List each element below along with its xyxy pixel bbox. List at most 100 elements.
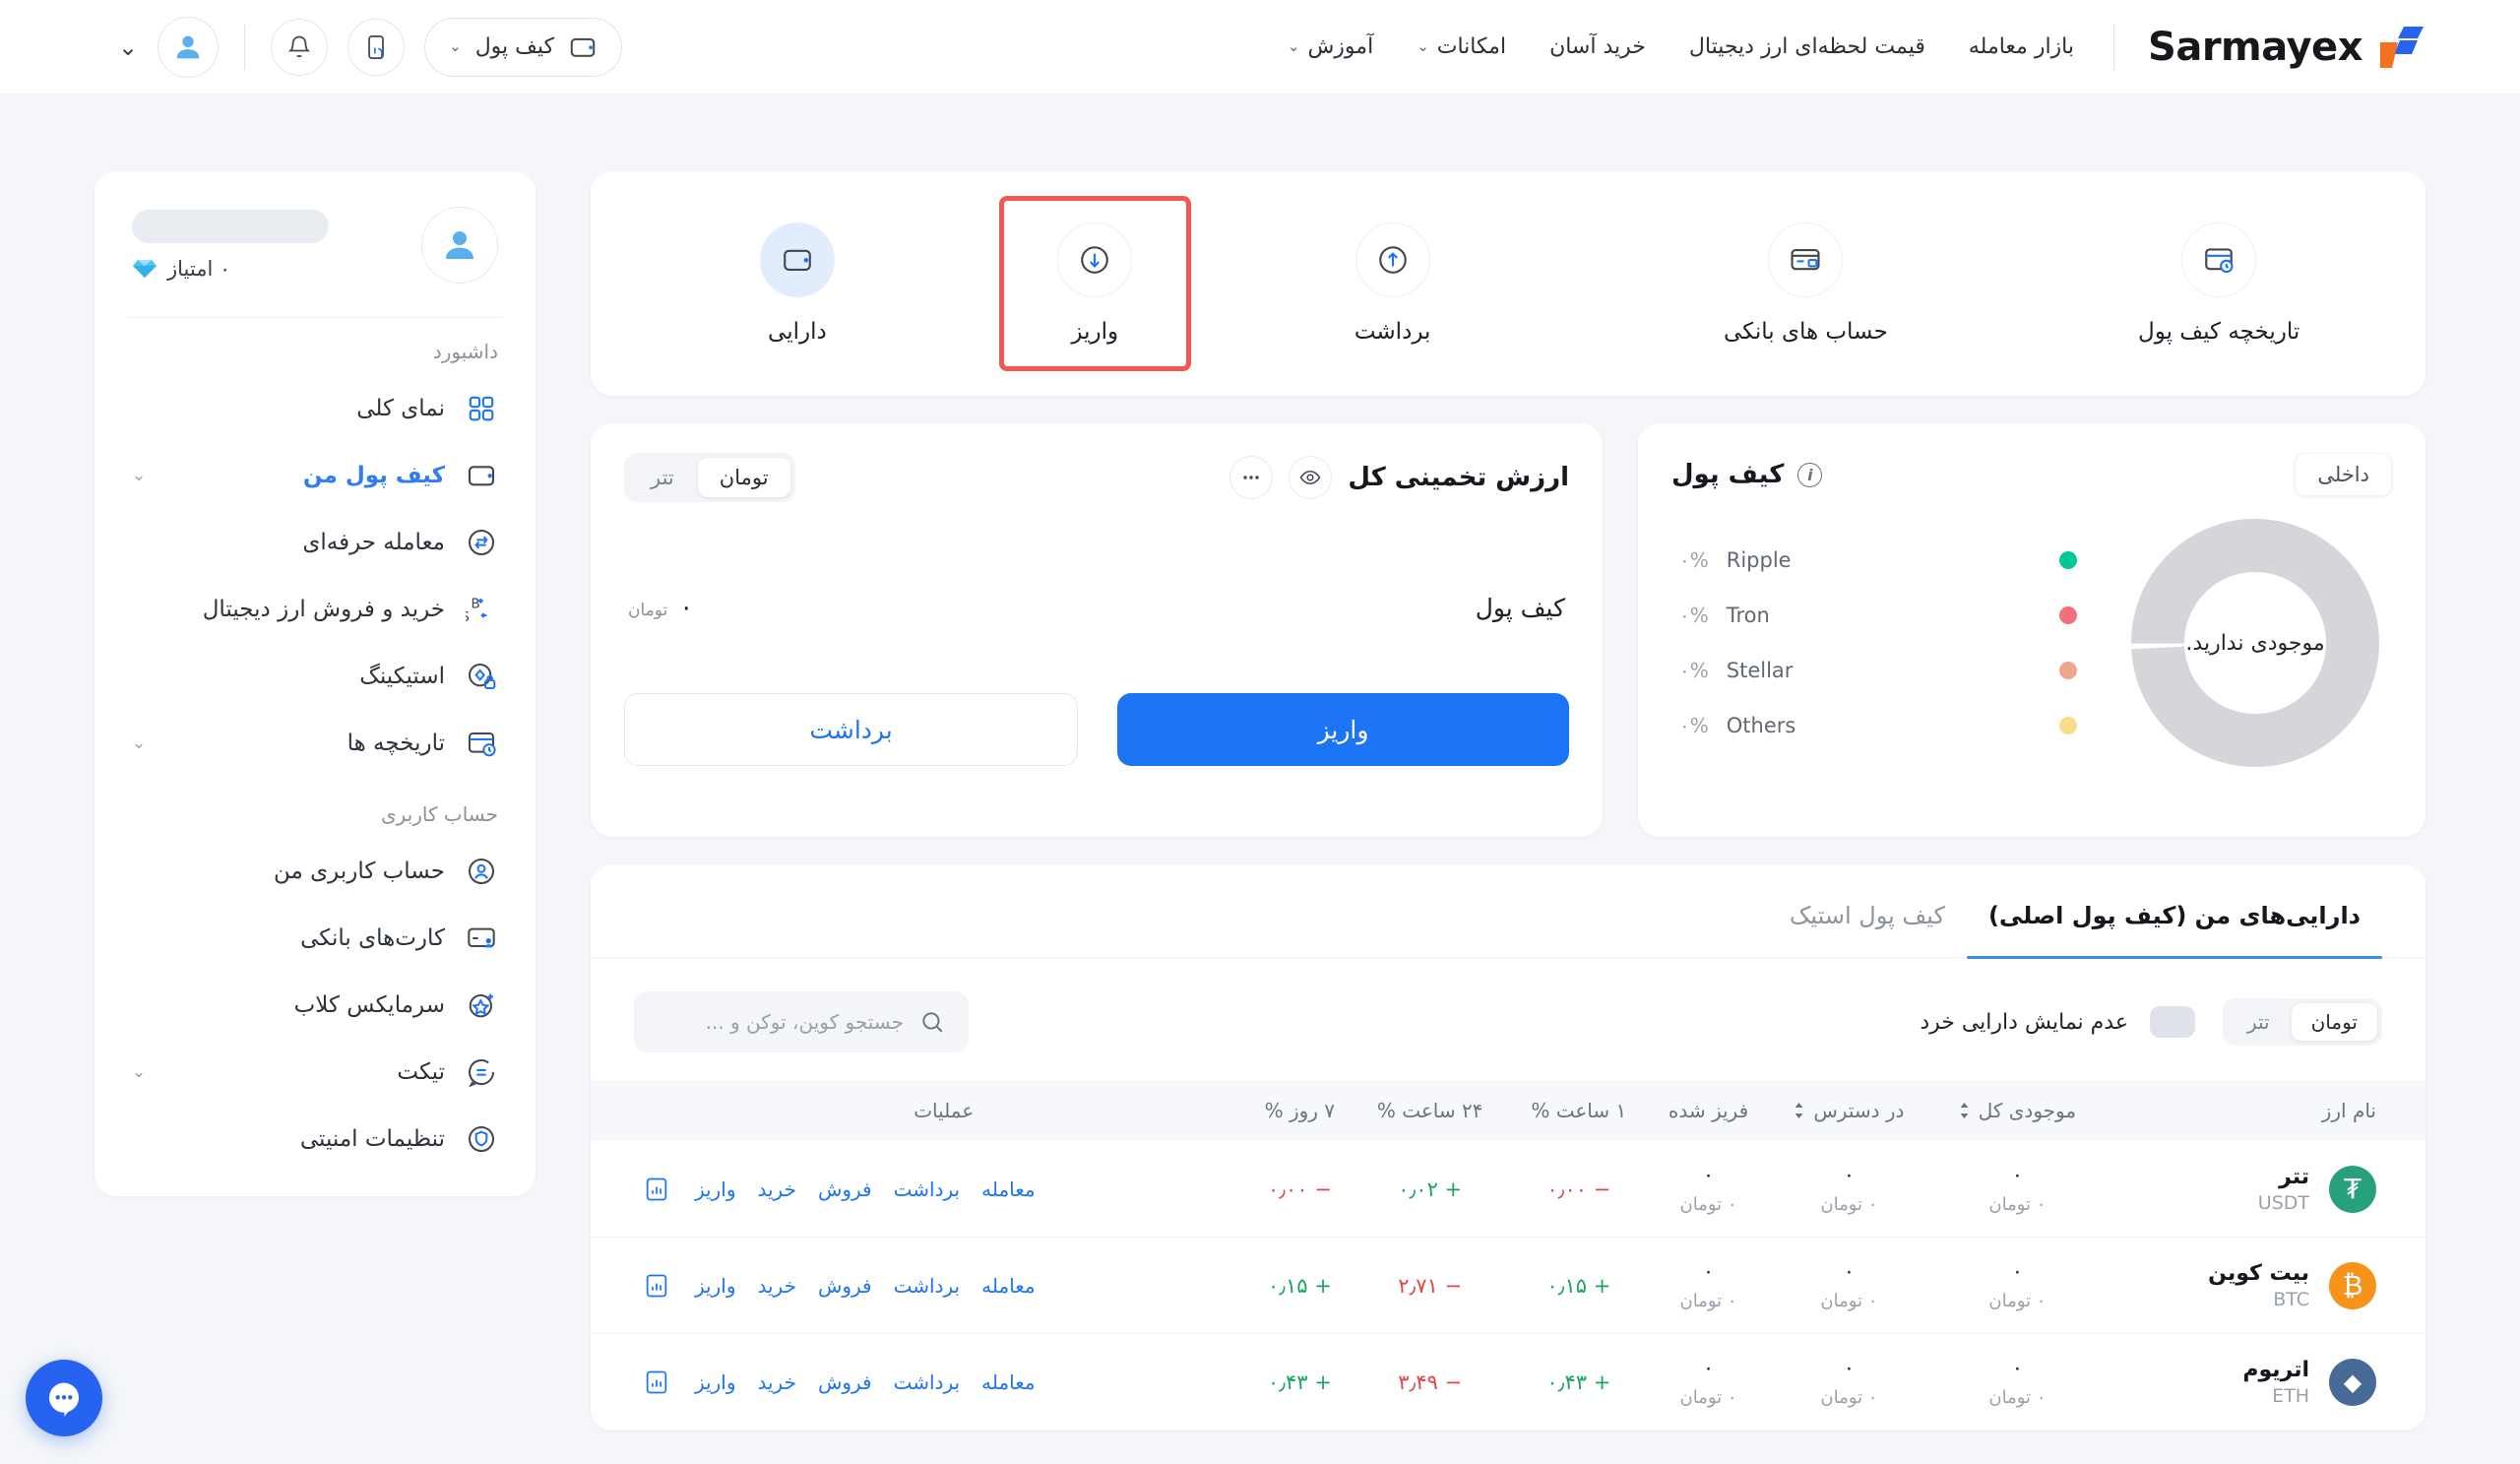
sidebar-item-overview[interactable]: نمای کلی — [94, 375, 536, 442]
change-24h: − ۲٫۷۱ — [1398, 1273, 1463, 1298]
notifications-button[interactable] — [271, 18, 329, 76]
cell-operations: معامله برداشت فروش خرید واریز — [591, 1237, 1248, 1334]
search-input[interactable] — [658, 1010, 904, 1034]
tab-stake-wallet[interactable]: کیف پول استیک — [1789, 902, 1945, 929]
cell-operations: معامله برداشت فروش خرید واریز — [591, 1141, 1248, 1238]
op-sell-link[interactable]: فروش — [817, 1273, 872, 1298]
info-icon[interactable]: i — [1797, 462, 1823, 487]
currency-option-tether[interactable]: تتر — [651, 466, 674, 489]
user-menu-chevron-icon[interactable]: ⌄ — [118, 32, 139, 61]
balance-stack: ۰ ۰ تومان — [1768, 1163, 1931, 1215]
op-trade-link[interactable]: معامله — [981, 1177, 1036, 1201]
header-divider — [2113, 23, 2115, 71]
sidebar-group-account-title: حساب کاربری — [380, 802, 498, 826]
sidebar-item-buy-sell-crypto[interactable]: B S خرید و فروش ارز دیجیتال — [94, 576, 536, 643]
cell-change-7d: − ۰٫۰۰ — [1247, 1141, 1353, 1238]
op-withdraw-link[interactable]: برداشت — [893, 1177, 961, 1201]
sidebar-item-staking[interactable]: استیکینگ — [94, 643, 536, 710]
col-operations: عملیات — [591, 1080, 1248, 1141]
quick-action-bank-accounts[interactable]: حساب های بانکی — [1600, 171, 2013, 396]
nav-item-live-prices[interactable]: قیمت لحظه‌ای ارز دیجیتال — [1689, 34, 1925, 59]
cell-frozen: ۰ ۰ تومان — [1649, 1141, 1768, 1238]
app-download-button[interactable] — [347, 18, 406, 76]
tab-my-assets[interactable]: دارایی‌های من (کیف پول اصلی) — [1966, 864, 2383, 959]
sidebar-user-block[interactable]: ۰ امتیاز — [94, 207, 536, 313]
legend-item-others: Others ۰% — [1679, 714, 2077, 737]
nav-item-easy-buy[interactable]: خرید آسان — [1549, 34, 1646, 59]
balance-value-toman: ۰ تومان — [1679, 1291, 1737, 1311]
quick-action-deposit[interactable]: واریز — [998, 196, 1191, 371]
chart-icon[interactable] — [640, 1269, 673, 1303]
chat-support-button[interactable] — [26, 1360, 102, 1436]
op-trade-link[interactable]: معامله — [981, 1273, 1036, 1298]
user-avatar-button[interactable] — [158, 16, 220, 78]
svg-text:S: S — [466, 610, 470, 625]
sidebar-item-histories[interactable]: تاریخچه ها ⌄ — [94, 710, 536, 777]
table-row[interactable]: ₿ بیت کوین BTC ۰ ۰ تومان — [591, 1237, 2426, 1334]
currency-option-toman[interactable]: تومان — [697, 458, 790, 497]
withdraw-button[interactable]: برداشت — [624, 693, 1078, 766]
chart-icon[interactable] — [640, 1366, 673, 1399]
balance-currency-toggle: تومان تتر — [624, 453, 795, 502]
deposit-arrow-down-icon — [1057, 223, 1133, 297]
col-available[interactable]: در دسترس — [1767, 1080, 1931, 1141]
assets-search-box[interactable] — [634, 991, 969, 1052]
wallet-selector-button[interactable]: کیف پول ⌄ — [424, 17, 623, 77]
chevron-down-icon[interactable]: ⌄ — [132, 733, 147, 753]
balance-value: ۰ — [1702, 1163, 1715, 1186]
chevron-down-icon[interactable]: ⌄ — [132, 1062, 147, 1082]
nav-item-market[interactable]: بازار معامله — [1969, 34, 2074, 59]
op-deposit-link[interactable]: واریز — [695, 1273, 736, 1298]
brand-logo[interactable]: Sarmayex — [2148, 25, 2426, 70]
op-withdraw-link[interactable]: برداشت — [893, 1369, 961, 1394]
balance-value: ۰ — [1843, 1356, 1856, 1379]
change-7d: + ۰٫۴۳ — [1267, 1369, 1332, 1394]
op-trade-link[interactable]: معامله — [981, 1369, 1036, 1394]
sidebar-item-pro-trade[interactable]: معامله حرفه‌ای — [94, 509, 536, 576]
quick-action-label: تاریخچه کیف پول — [2138, 319, 2300, 345]
coin-cell: ₿ بیت کوین BTC — [2105, 1261, 2426, 1310]
internal-tag-button[interactable]: داخلی — [2295, 453, 2392, 496]
legend-item-ripple: Ripple ۰% — [1679, 548, 2077, 572]
balance-stack: ۰ ۰ تومان — [1649, 1356, 1767, 1408]
deposit-button[interactable]: واریز — [1117, 693, 1569, 766]
table-row[interactable]: ₮ تتر USDT ۰ ۰ تومان — [591, 1141, 2426, 1238]
eye-icon[interactable] — [1289, 456, 1333, 499]
assets-currency-toman[interactable]: تومان — [2291, 1003, 2377, 1041]
nav-item-education[interactable]: آموزش ⌄ — [1288, 34, 1373, 59]
cell-operations: معامله برداشت فروش خرید واریز — [591, 1333, 1248, 1431]
sidebar-item-sarmayex-club[interactable]: سرمایکس کلاب — [94, 972, 536, 1039]
op-buy-link[interactable]: خرید — [757, 1369, 796, 1394]
assets-table-body: ₮ تتر USDT ۰ ۰ تومان — [591, 1141, 2426, 1431]
sidebar-item-bank-cards[interactable]: کارت‌های بانکی — [94, 905, 536, 972]
more-dots-icon[interactable] — [1229, 456, 1274, 499]
nav-item-features[interactable]: امکانات ⌄ — [1417, 34, 1506, 59]
chart-icon[interactable] — [640, 1173, 673, 1206]
chat-ticket-icon — [465, 1055, 498, 1089]
op-sell-link[interactable]: فروش — [817, 1177, 872, 1201]
sidebar-item-my-wallet[interactable]: کیف پول من ⌄ — [94, 442, 536, 509]
col-total-balance[interactable]: موجودی کل — [1930, 1080, 2105, 1141]
op-deposit-link[interactable]: واریز — [695, 1177, 736, 1201]
quick-action-wallet-history[interactable]: تاریخچه کیف پول — [2012, 171, 2426, 396]
assets-currency-tether[interactable]: تتر — [2246, 1010, 2270, 1034]
op-sell-link[interactable]: فروش — [817, 1369, 872, 1394]
op-withdraw-link[interactable]: برداشت — [893, 1273, 961, 1298]
sidebar-item-security-settings[interactable]: تنظیمات امنیتی — [94, 1106, 536, 1173]
coin-symbol: BTC — [2273, 1288, 2309, 1310]
op-buy-link[interactable]: خرید — [757, 1273, 796, 1298]
op-buy-link[interactable]: خرید — [757, 1177, 796, 1201]
svg-text:B: B — [472, 598, 480, 612]
table-row[interactable]: ◆ اتریوم ETH ۰ ۰ تومان — [591, 1333, 2426, 1431]
hide-small-assets-toggle[interactable] — [2149, 1006, 2195, 1038]
sidebar-item-my-account[interactable]: حساب کاربری من — [94, 838, 536, 905]
wallet-distribution-card: داخلی i کیف پول موجودی ندارید. — [1638, 423, 2426, 837]
op-deposit-link[interactable]: واریز — [695, 1369, 736, 1394]
chevron-down-icon[interactable]: ⌄ — [132, 466, 147, 485]
sarmayex-mark-icon — [2380, 26, 2424, 68]
donut-legend: Ripple ۰% Tron ۰% Stellar ۰% — [1671, 548, 2122, 737]
sidebar-item-ticket[interactable]: تیکت ⌄ — [94, 1039, 536, 1106]
sidebar-item-label: سرمایکس کلاب — [293, 992, 445, 1018]
quick-action-withdraw[interactable]: برداشت — [1186, 171, 1600, 396]
quick-action-assets[interactable]: دارایی — [591, 171, 1004, 396]
